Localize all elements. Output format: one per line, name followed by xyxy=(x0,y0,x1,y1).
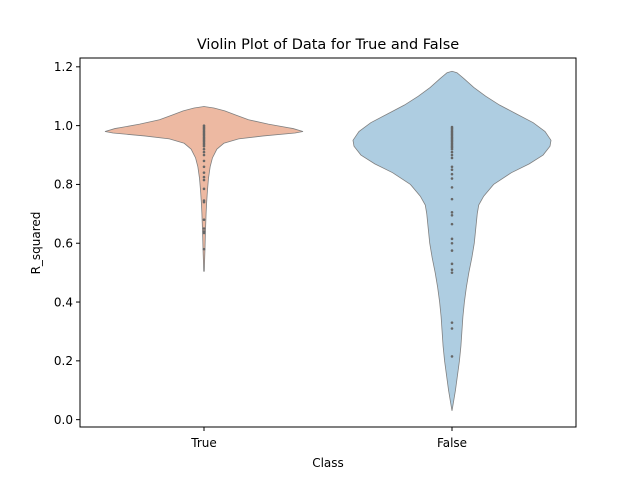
data-point-false xyxy=(450,177,454,180)
x-tick-label-true: True xyxy=(190,436,217,450)
chart-title: Violin Plot of Data for True and False xyxy=(197,37,459,53)
data-point-false xyxy=(450,214,454,217)
y-axis-label: R_squared xyxy=(29,212,43,275)
y-tick-label: 1.2 xyxy=(54,60,73,74)
data-point-true xyxy=(202,200,206,204)
data-points-layer xyxy=(202,124,454,358)
data-point-false xyxy=(450,268,454,272)
data-point-false xyxy=(450,321,454,324)
data-point-false xyxy=(450,165,454,169)
y-tick-label: 1.0 xyxy=(54,119,73,133)
violin-false xyxy=(352,70,552,411)
data-point-true xyxy=(202,171,206,174)
data-point-false xyxy=(450,327,454,330)
data-point-false xyxy=(450,197,454,201)
data-point-true xyxy=(202,231,206,235)
data-point-false xyxy=(450,237,454,241)
x-axis-ticks: True False xyxy=(190,427,467,450)
data-point-false xyxy=(450,262,454,266)
y-axis-ticks: 0.0 0.2 0.4 0.6 0.8 1.0 1.2 xyxy=(54,60,80,427)
y-tick-label: 0.8 xyxy=(54,178,73,192)
y-tick-label: 0.4 xyxy=(54,295,73,309)
data-point-false xyxy=(450,186,454,189)
data-point-false xyxy=(450,271,454,274)
data-point-false xyxy=(450,147,454,151)
y-tick-label: 0.0 xyxy=(54,413,73,427)
data-point-false xyxy=(450,249,454,252)
data-point-false xyxy=(450,168,454,172)
data-point-false xyxy=(450,153,454,157)
data-point-false xyxy=(450,355,454,358)
x-axis-label: Class xyxy=(312,456,344,470)
data-point-false xyxy=(450,222,454,226)
y-tick-label: 0.2 xyxy=(54,354,73,368)
axes-frame xyxy=(79,57,577,428)
data-point-false xyxy=(450,172,454,176)
data-point-true xyxy=(202,147,206,151)
data-point-false xyxy=(450,211,454,214)
data-point-true xyxy=(202,159,206,163)
data-point-true xyxy=(202,218,206,222)
data-point-true xyxy=(202,187,206,191)
data-point-true xyxy=(202,150,206,154)
data-point-false xyxy=(450,150,454,154)
data-point-true xyxy=(202,165,206,169)
y-tick-label: 0.6 xyxy=(54,237,73,251)
data-point-true xyxy=(202,144,206,148)
data-point-false xyxy=(450,156,454,160)
data-point-true xyxy=(202,178,206,182)
data-point-true xyxy=(202,247,206,251)
data-point-true xyxy=(202,227,206,230)
data-point-false xyxy=(450,241,454,245)
data-point-true xyxy=(202,175,206,179)
data-point-true xyxy=(202,153,206,157)
x-tick-label-false: False xyxy=(437,436,467,450)
